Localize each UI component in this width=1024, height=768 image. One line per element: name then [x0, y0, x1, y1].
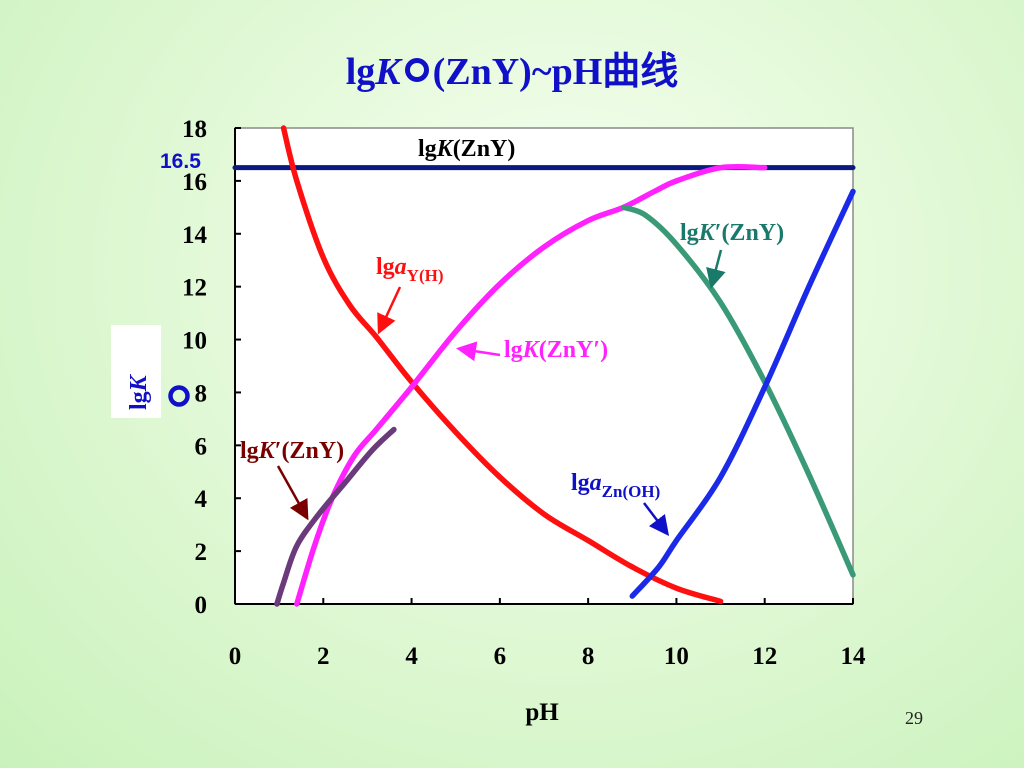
hline-value-label: 16.5: [160, 150, 201, 173]
label-lgK-prime-left: lgK′(ZnY): [240, 438, 344, 464]
svg-text:lgK: lgK: [126, 373, 152, 410]
series-line-lga-ZnOH: [629, 188, 856, 599]
tick-labels: 0 2 4 6 8 10 12 14 0 2 4 6 8 10 12 14 16 18: [182, 116, 866, 670]
plot-area: [234, 127, 854, 605]
y-tick-label: 18: [182, 116, 207, 143]
y-tick-label: 14: [182, 222, 208, 249]
ylabel-k: K: [126, 373, 152, 392]
slide-title: lgK (ZnY)~pH曲线: [0, 40, 1024, 95]
tick-marks: [234, 127, 854, 605]
y-axis-label-circle-symbol: [168, 385, 190, 407]
label-lga-YH: lgaY(H): [376, 254, 444, 285]
title-k: K: [375, 51, 401, 93]
arrow-lgK-prime-left: [276, 465, 309, 521]
ylabel-lg: lg: [126, 391, 152, 410]
label-lgK-prime-right: lgK′(ZnY): [680, 220, 784, 246]
x-tick-label: 6: [494, 643, 507, 670]
x-tick-label: 12: [752, 643, 777, 670]
y-axis-label: lgK: [126, 373, 152, 410]
series-line-lga-YH: [280, 125, 724, 605]
arrow-lga-YH: [377, 286, 402, 335]
series-line-lgK-prime-ZnY-right: [620, 204, 856, 578]
label-lga-ZnOH: lgaZn(OH): [571, 470, 660, 501]
y-tick-label: 12: [182, 275, 207, 302]
y-tick-label: 8: [195, 380, 208, 407]
page-number: 29: [905, 708, 923, 728]
label-lgK-ZnY: lgK(ZnY): [418, 136, 515, 162]
title-suffix: (ZnY)~pH曲线: [432, 51, 679, 93]
x-tick-label: 14: [841, 643, 867, 670]
x-tick-label: 4: [405, 643, 418, 670]
y-tick-label: 6: [195, 433, 208, 460]
title-lg: lg: [345, 51, 376, 93]
series-line-lgK-ZnY-prime: [294, 163, 768, 607]
arrow-lgK-ZnY-prime: [456, 341, 501, 362]
y-tick-label: 16: [182, 169, 207, 196]
arrow-lgK-prime-right: [706, 249, 726, 289]
x-tick-label: 0: [229, 643, 242, 670]
y-axis-label-box: [111, 325, 161, 418]
x-axis-label: pH: [525, 699, 559, 726]
title-circle-symbol: [404, 58, 429, 82]
series-line-lgK-prime-ZnY-left: [274, 426, 397, 607]
x-tick-label: 10: [664, 643, 689, 670]
y-tick-label: 4: [195, 486, 208, 513]
arrow-lga-ZnOH: [643, 502, 670, 536]
series-layer: [232, 125, 856, 607]
y-tick-label: 10: [182, 328, 207, 355]
x-tick-label: 2: [317, 643, 330, 670]
y-tick-label: 0: [195, 592, 208, 619]
y-tick-label: 2: [195, 539, 208, 566]
x-tick-label: 8: [582, 643, 595, 670]
label-lgK-ZnY-prime: lgK(ZnY′): [504, 337, 608, 363]
